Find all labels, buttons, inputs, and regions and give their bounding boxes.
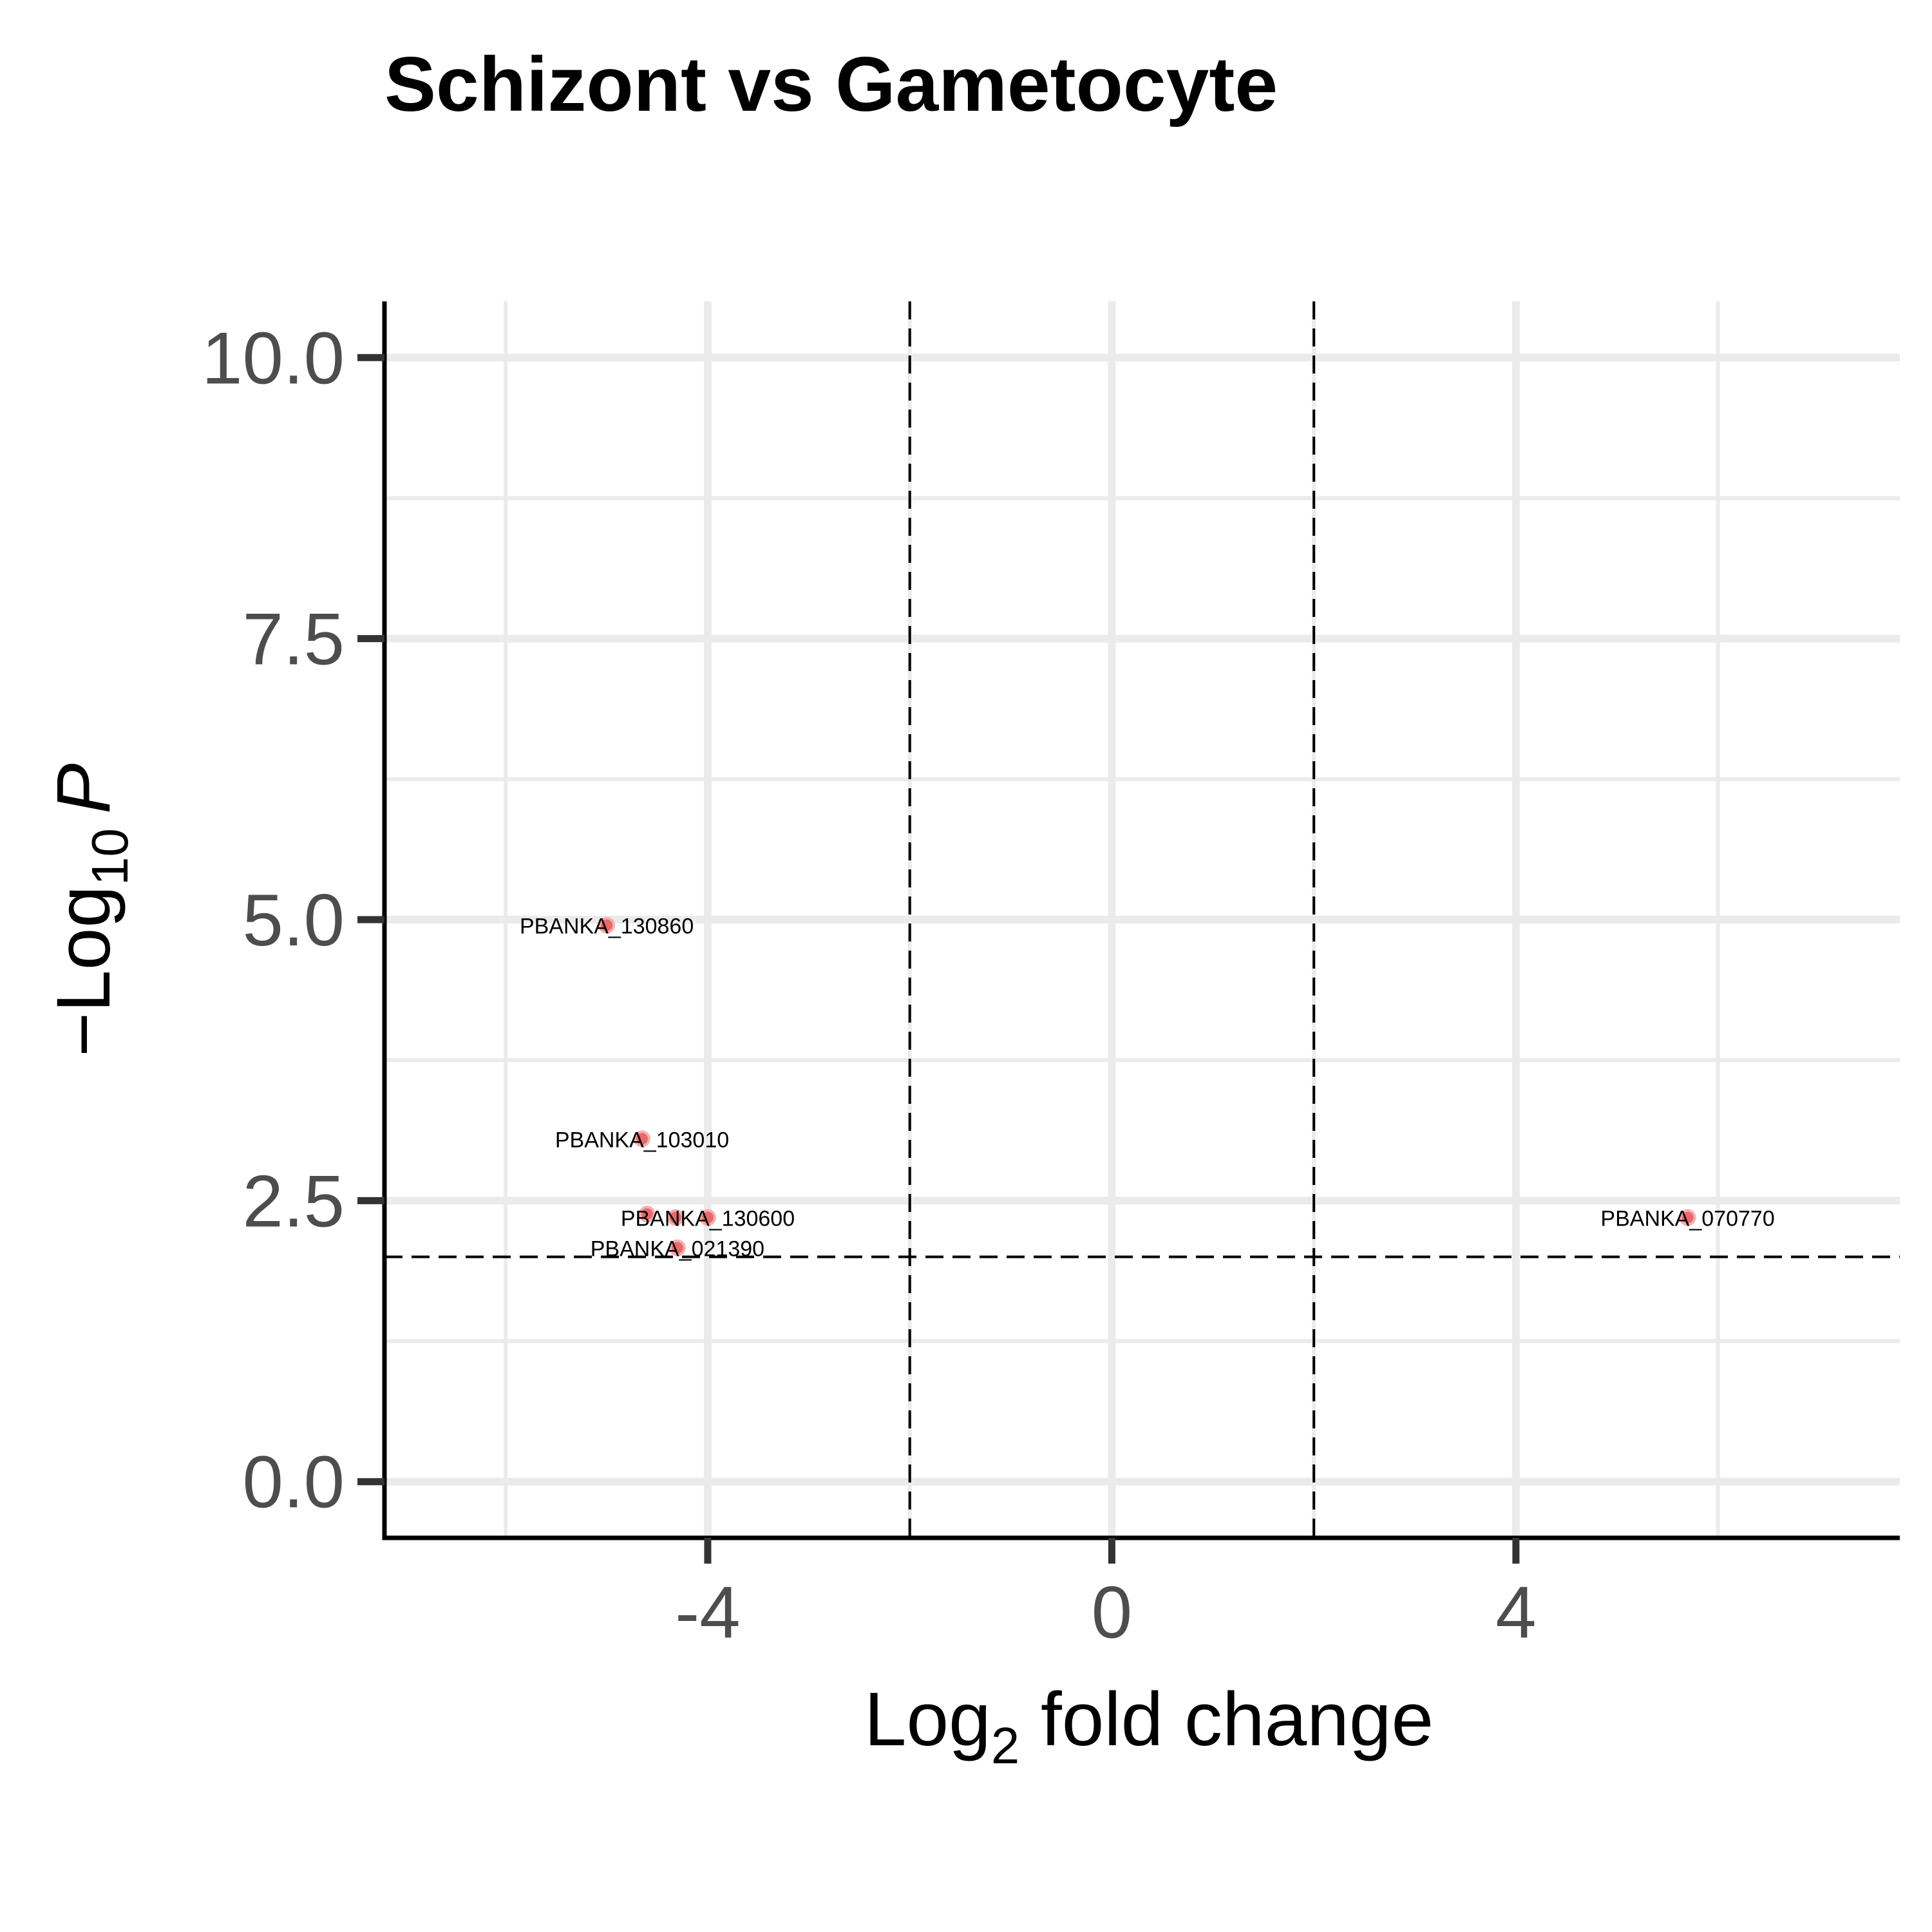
data-point xyxy=(598,916,616,934)
y-axis-title: −Log10 P xyxy=(41,763,138,1057)
point-label: PBANKA_021390 xyxy=(591,1237,764,1262)
x-tick-label: -4 xyxy=(675,1572,740,1654)
x-tick-label: 4 xyxy=(1495,1572,1536,1654)
x-axis-ticks: -4 0 4 xyxy=(675,1538,1537,1654)
x-axis-title-suffix: fold change xyxy=(1019,1677,1434,1762)
x-axis-title-prefix: Log xyxy=(864,1677,991,1762)
y-tick-label: 2.5 xyxy=(243,1160,345,1242)
y-axis-title-subscript: 10 xyxy=(81,828,138,886)
y-axis-title-prefix: −Log xyxy=(41,886,126,1057)
point-labels: PBANKA_130860 PBANKA_103010 PBANKA_130600 P… xyxy=(520,914,1775,1262)
point-label: PBANKA_103010 xyxy=(555,1128,729,1152)
x-axis-title: Log2 fold change xyxy=(864,1677,1434,1774)
cutoff-lines xyxy=(384,301,1900,1538)
data-point xyxy=(668,1239,686,1256)
y-axis-ticks: 0.0 2.5 5.0 7.5 10.0 xyxy=(202,317,384,1524)
x-tick-label: 0 xyxy=(1092,1572,1132,1654)
data-point xyxy=(667,1209,684,1226)
data-point xyxy=(638,1206,656,1223)
y-tick-label: 10.0 xyxy=(202,317,345,399)
chart-title: Schizont vs Gametocyte xyxy=(384,41,1278,128)
data-point xyxy=(699,1209,716,1226)
y-axis-title-italic: P xyxy=(41,763,126,814)
data-points xyxy=(598,916,1696,1256)
data-point xyxy=(634,1130,651,1148)
x-axis-title-subscript: 2 xyxy=(991,1717,1020,1774)
point-label: PBANKA_130860 xyxy=(520,914,694,939)
point-label: PBANKA_130600 xyxy=(621,1207,795,1231)
point-label: PBANKA_070770 xyxy=(1600,1207,1774,1231)
data-point xyxy=(1679,1209,1696,1226)
y-tick-label: 0.0 xyxy=(243,1442,345,1524)
y-tick-label: 5.0 xyxy=(243,880,345,961)
y-tick-label: 7.5 xyxy=(243,599,345,681)
